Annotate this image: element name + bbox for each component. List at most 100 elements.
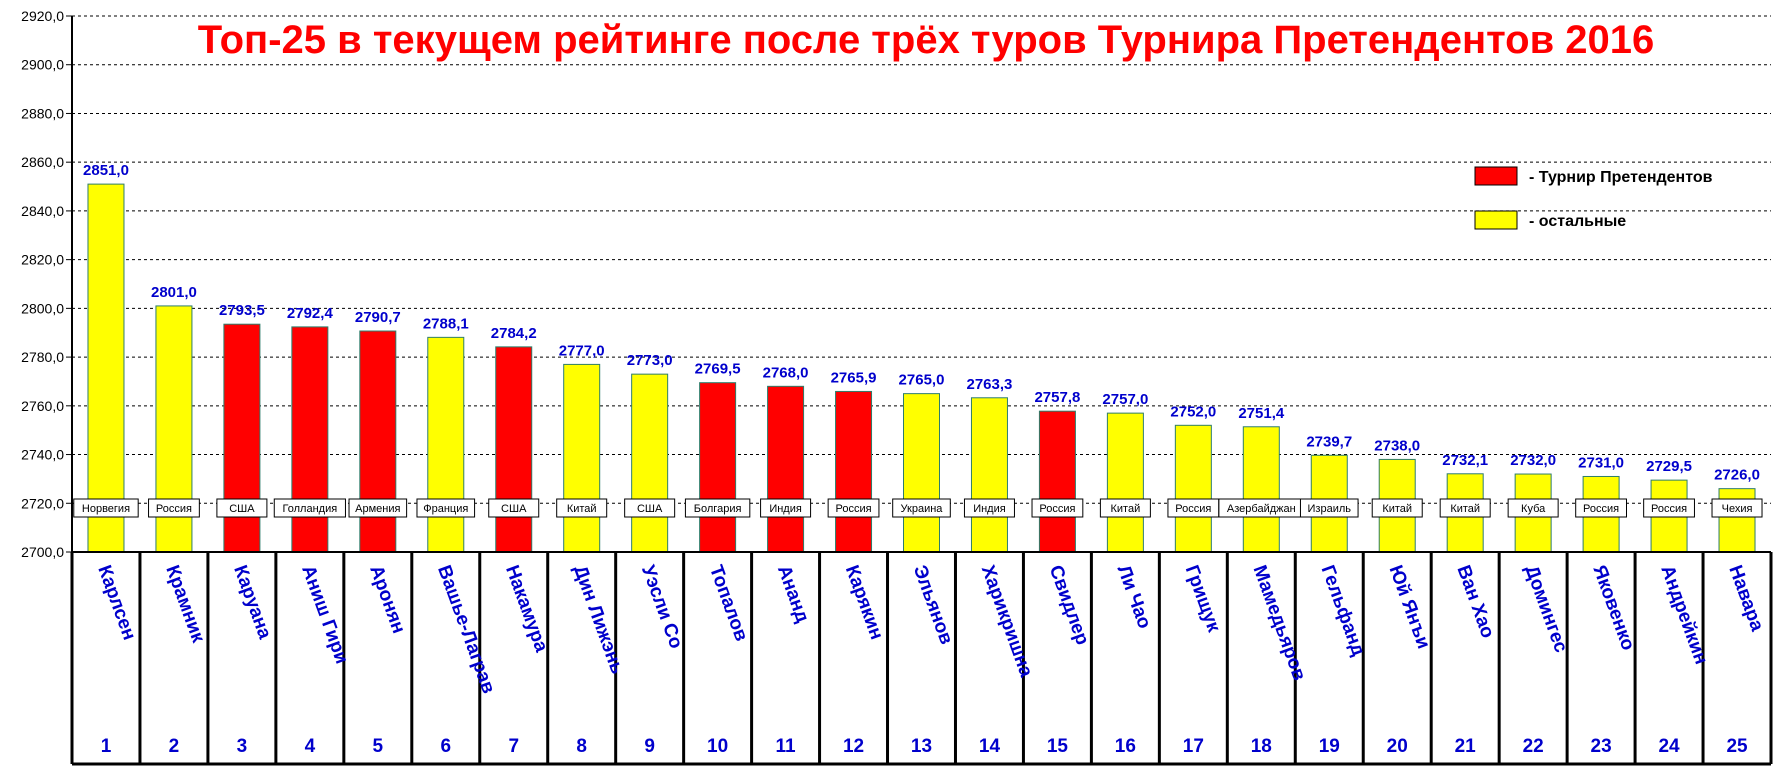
country-tag-box-7 [488, 498, 540, 518]
legend: - Турнир Претендентов - остальные [1474, 166, 1713, 230]
legend-swatch-candidates [1474, 166, 1518, 186]
rank-16: 16 [1115, 736, 1136, 757]
chart-title: Топ-25 в текущем рейтинге после трёх тур… [198, 18, 1655, 62]
country-tag-box-10 [684, 498, 751, 518]
country-tag-box-19 [1299, 498, 1359, 518]
rank-12: 12 [843, 736, 864, 757]
bar-12 [835, 390, 873, 553]
country-tag-15: Россия [1039, 503, 1075, 515]
country-tag-4: Голландия [283, 503, 338, 515]
data-label-5: 2790,7 [355, 309, 401, 326]
bar-13 [903, 393, 940, 553]
data-label-13: 2765,0 [899, 372, 945, 389]
country-tag-box-24 [1643, 498, 1695, 518]
data-label-9: 2773,0 [627, 352, 673, 369]
bar-3 [223, 323, 261, 553]
country-tag-1: Норвегия [82, 503, 130, 515]
data-label-12: 2765,9 [831, 369, 877, 386]
data-label-4: 2792,4 [287, 305, 334, 322]
rank-21: 21 [1455, 736, 1477, 757]
data-label-21: 2732,1 [1442, 452, 1488, 469]
bar-1 [87, 183, 125, 553]
country-tag-16: Китай [1111, 503, 1141, 515]
country-tag-box-14 [963, 498, 1015, 518]
country-tag-8: Китай [567, 503, 597, 515]
bar-25 [1718, 488, 1756, 553]
country-tag-box-25 [1711, 498, 1763, 518]
y-tick-label: 2900,0 [21, 57, 64, 73]
data-label-2: 2801,0 [151, 284, 197, 301]
country-tag-box-3 [216, 498, 268, 518]
legend-label-candidates: - Турнир Претендентов [1529, 169, 1713, 186]
country-tag-20: Китай [1382, 503, 1412, 515]
country-tag-12: Россия [836, 503, 872, 515]
country-tag-box-23 [1575, 498, 1627, 518]
country-tag-box-16 [1099, 498, 1151, 518]
y-tick-label: 2700,0 [21, 544, 64, 560]
rank-15: 15 [1047, 736, 1069, 757]
y-tick-label: 2860,0 [21, 154, 64, 170]
data-label-19: 2739,7 [1306, 433, 1352, 450]
country-tag-21: Китай [1450, 503, 1480, 515]
rank-7: 7 [508, 736, 519, 757]
country-tag-17: Россия [1175, 503, 1211, 515]
y-tick-label: 2920,0 [21, 8, 64, 24]
country-tag-box-2 [148, 498, 200, 518]
y-tick-label: 2760,0 [21, 398, 64, 414]
country-tag-13: Украина [901, 503, 944, 515]
rank-19: 19 [1319, 736, 1340, 757]
data-label-10: 2769,5 [695, 361, 741, 378]
rank-4: 4 [305, 736, 316, 757]
data-label-20: 2738,0 [1374, 437, 1420, 454]
rank-23: 23 [1591, 736, 1612, 757]
rank-10: 10 [707, 736, 728, 757]
bar-4 [291, 326, 329, 553]
country-tag-7: США [501, 503, 527, 515]
country-tag-11: Индия [769, 503, 802, 515]
country-tag-9: США [637, 503, 663, 515]
bar-17 [1174, 424, 1212, 553]
rank-6: 6 [440, 736, 451, 757]
rank-20: 20 [1387, 736, 1408, 757]
data-label-22: 2732,0 [1510, 452, 1556, 469]
data-label-25: 2726,0 [1714, 467, 1760, 484]
country-tag-24: Россия [1651, 503, 1687, 515]
bar-6 [427, 336, 465, 553]
data-label-17: 2752,0 [1170, 403, 1216, 420]
country-tag-box-8 [556, 498, 608, 518]
data-label-3: 2793,5 [219, 302, 265, 319]
bar-14 [970, 397, 1008, 553]
rank-18: 18 [1251, 736, 1272, 757]
data-labels: 2851,0 2801,0 2793,5 2792,4 2790,7 2788,1 2784… [83, 162, 1760, 484]
rank-3: 3 [237, 736, 248, 757]
country-tag-box-11 [760, 498, 812, 518]
data-label-24: 2729,5 [1646, 458, 1692, 475]
legend-swatch-others [1474, 210, 1518, 230]
country-tag-3: США [229, 503, 255, 515]
rank-2: 2 [169, 736, 180, 757]
country-tag-23: Россия [1583, 503, 1619, 515]
country-tag-box-9 [624, 498, 676, 518]
data-label-8: 2777,0 [559, 342, 605, 359]
y-tick-label: 2800,0 [21, 300, 64, 316]
country-tag-2: Россия [156, 503, 192, 515]
country-tag-box-6 [416, 498, 476, 518]
bar-8 [563, 363, 601, 553]
axes [70, 16, 1773, 766]
country-tag-box-20 [1371, 498, 1423, 518]
rank-13: 13 [911, 736, 932, 757]
rank-1: 1 [101, 736, 112, 757]
bar-5 [359, 330, 397, 553]
legend-label-others: - остальные [1529, 213, 1626, 230]
y-axis-ticks: 2700,0 2720,0 2740,0 2760,0 2780,0 2800,0 2820… [21, 8, 72, 560]
rank-5: 5 [373, 736, 384, 757]
bar-15 [1038, 410, 1076, 553]
country-tag-box-13 [892, 498, 951, 518]
y-tick-label: 2780,0 [21, 349, 64, 365]
country-tag-box-12 [827, 498, 880, 518]
country-tag-box-1 [73, 498, 139, 518]
country-tag-10: Болгария [694, 503, 742, 515]
country-tag-box-15 [1031, 498, 1084, 518]
y-tick-label: 2720,0 [21, 495, 64, 511]
y-tick-label: 2740,0 [21, 447, 64, 463]
